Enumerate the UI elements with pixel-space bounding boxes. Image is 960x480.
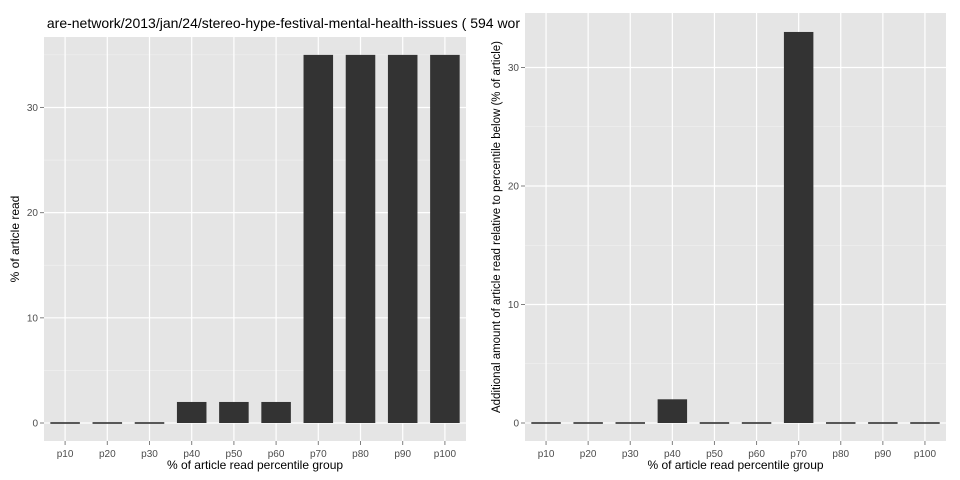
right-x-axis-title: % of article read percentile group [647,458,823,472]
left-y-axis-title: % of article read [8,196,22,283]
left-bar-p40 [176,401,207,423]
right-plot-panel [525,13,946,441]
left-bar-p80 [345,54,376,424]
left-x-tick-label: p70 [310,449,327,460]
right-y-tick-label: 30 [508,63,520,74]
left-y-tick-label: 10 [27,313,39,324]
left-x-tick-label: p10 [57,449,74,460]
right-bar-p60 [741,422,772,424]
left-x-tick-label: p20 [99,449,116,460]
right-y-tick-label: 20 [508,182,520,193]
right-x-tick-label: p40 [664,449,681,460]
left-bar-p20 [92,422,123,424]
right-bar-p50 [699,422,730,424]
left-x-tick-label: p50 [226,449,243,460]
left-y-tick-label: 20 [27,208,39,219]
left-x-tick-label: p80 [352,449,369,460]
left-bar-p60 [261,401,291,423]
right-bar-p80 [826,422,856,424]
left-bar-p10 [50,422,80,424]
right-x-tick-label: p70 [790,449,807,460]
left-bar-p90 [387,54,418,424]
right-bar-p30 [615,422,645,424]
left-x-tick-label: p30 [141,449,158,460]
right-y-tick-label: 10 [508,300,520,311]
right-x-tick-label: p30 [622,449,639,460]
left-x-axis-title: % of article read percentile group [167,458,343,472]
left-x-tick-label: p40 [183,449,200,460]
left-x-tick-label: p90 [394,449,411,460]
right-bar-p70 [783,31,814,424]
right-bar-p10 [531,422,561,424]
right-x-tick-label: p20 [580,449,597,460]
right-bar-p40 [657,399,688,423]
left-bar-p50 [219,401,249,423]
right-x-tick-label: p60 [748,449,765,460]
chart-title: are-network/2013/jan/24/stereo-hype-fest… [0,15,520,37]
left-bar-p30 [134,422,165,424]
right-x-tick-label: p100 [914,449,937,460]
left-x-tick-label: p100 [434,449,457,460]
right-x-tick-label: p80 [832,449,849,460]
left-y-tick-label: 0 [32,419,38,430]
right-x-tick-label: p10 [538,449,555,460]
right-y-tick-label: 0 [513,419,519,430]
right-bar-p90 [868,422,898,424]
chart-title-text: are-network/2013/jan/24/stereo-hype-fest… [46,15,520,31]
left-x-tick-label: p60 [268,449,285,460]
right-x-tick-label: p90 [875,449,892,460]
right-bar-p100 [910,422,940,424]
right-bar-p20 [573,422,603,424]
right-x-tick-label: p50 [706,449,723,460]
right-y-axis-title: Additional amount of article read relati… [491,41,503,413]
left-y-tick-label: 30 [27,103,39,114]
left-bar-p100 [430,54,460,424]
left-bar-p70 [303,54,334,424]
